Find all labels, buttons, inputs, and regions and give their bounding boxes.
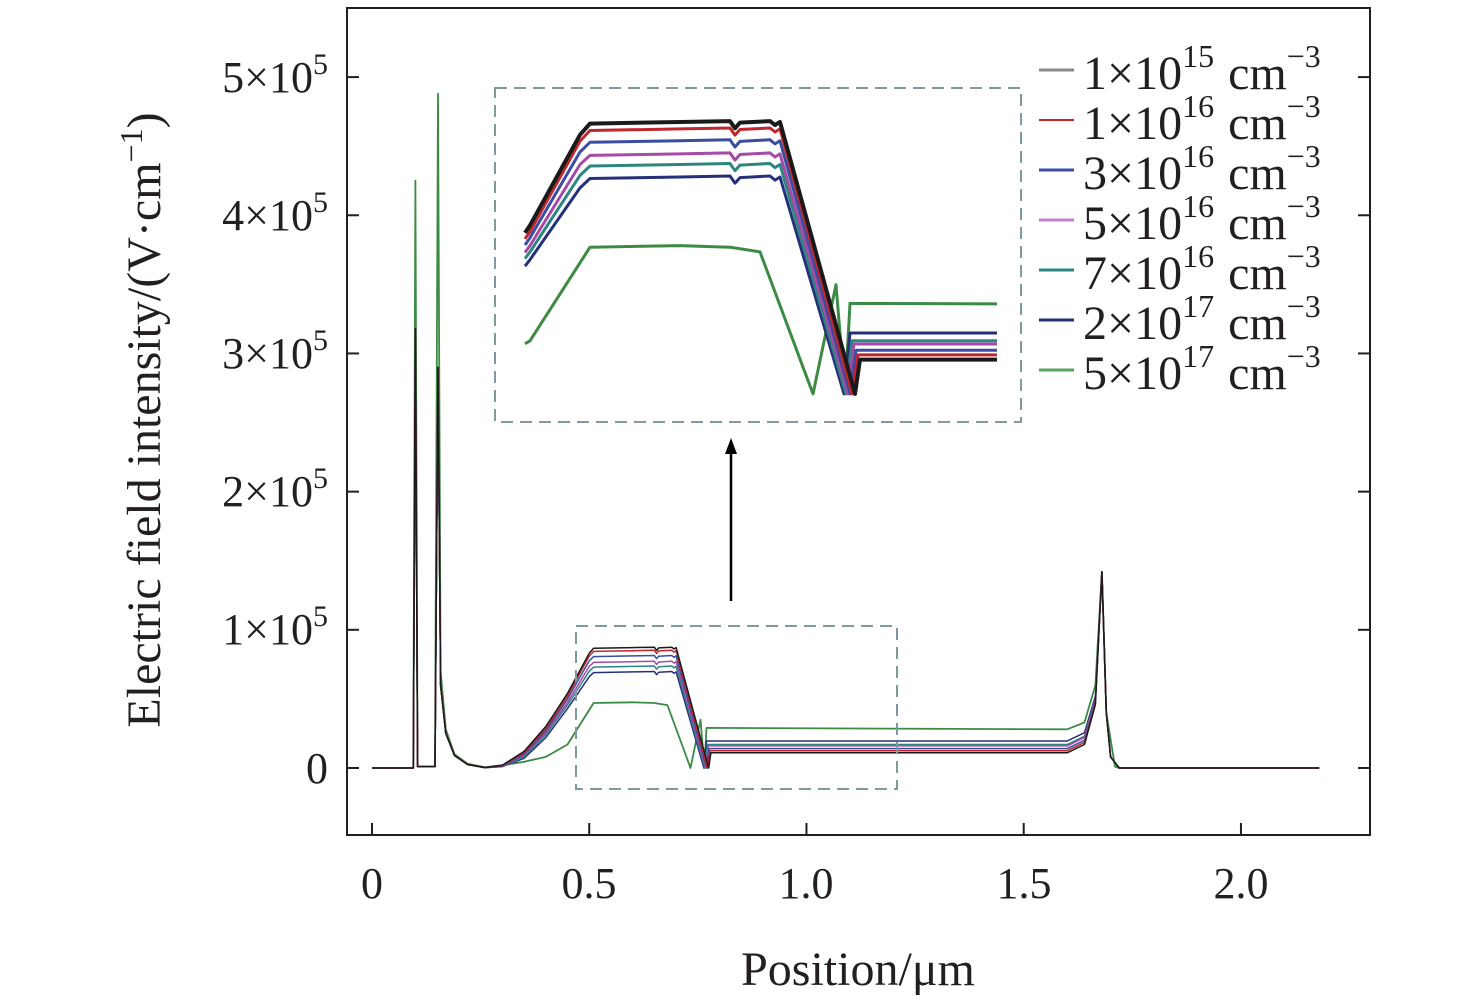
- inset-series-line-3-10-16-cm-3: [523, 138, 997, 396]
- plot-frame: [346, 7, 1371, 836]
- y-tick-labels: 0 1×105 2×105 3×105 4×105 5×105: [222, 48, 328, 793]
- zoom-arrow: [725, 438, 737, 601]
- x-tick-label: 1.5: [997, 859, 1052, 908]
- inset-plot-lines: [523, 119, 998, 396]
- main-plot-lines: [372, 92, 1320, 769]
- series-line-1-10-15-cm-3: [372, 327, 1320, 769]
- legend-item: 7×1016 cm−3: [1039, 238, 1321, 300]
- inset-series-line-7-10-16-cm-3: [523, 162, 997, 396]
- legend-item: 2×1017 cm−3: [1039, 288, 1321, 350]
- legend-item: 5×1016 cm−3: [1039, 188, 1321, 250]
- legend-item: 1×1016 cm−3: [1039, 88, 1321, 150]
- x-tick-label: 1.0: [779, 859, 834, 908]
- inset-series-line-2-10-17-cm-3: [523, 174, 997, 396]
- inset-series-line-1-10-16-cm-3: [523, 126, 997, 396]
- y-axis-label: Electric field intensity/(V·cm−1): [113, 112, 171, 727]
- legend-item: 5×1017 cm−3: [1039, 338, 1321, 400]
- inset-series-line-5-10-17-cm-3: [524, 244, 998, 396]
- legend-item: 1×1015 cm−3: [1039, 38, 1321, 100]
- inset-series-line-1-10-15-cm-3: [523, 119, 997, 396]
- legend: 1×1015 cm−3 1×1016 cm−3 3×1016 cm−3 5×1016 c…: [1039, 38, 1321, 400]
- y-tick-label: 1×105: [222, 600, 328, 654]
- y-tick-label: 3×105: [222, 324, 328, 378]
- inset-box: [494, 87, 1022, 423]
- x-axis-label: Position/μm: [741, 943, 975, 996]
- y-tick-label: 5×105: [222, 48, 328, 102]
- y-tick-label: 2×105: [222, 462, 328, 516]
- zoom-region-box: [575, 625, 898, 790]
- y-tick-label: 4×105: [222, 186, 328, 240]
- x-tick-label: 0: [361, 859, 383, 908]
- inset-series-line-5-10-16-cm-3: [523, 151, 997, 396]
- x-tick-label: 2.0: [1214, 859, 1269, 908]
- x-tick-labels: 0 0.5 1.0 1.5 2.0: [361, 859, 1269, 908]
- legend-item: 3×1016 cm−3: [1039, 138, 1321, 200]
- y-tick-label: 0: [306, 744, 328, 793]
- x-tick-label: 0.5: [562, 859, 617, 908]
- axis-ticks: [347, 76, 1370, 835]
